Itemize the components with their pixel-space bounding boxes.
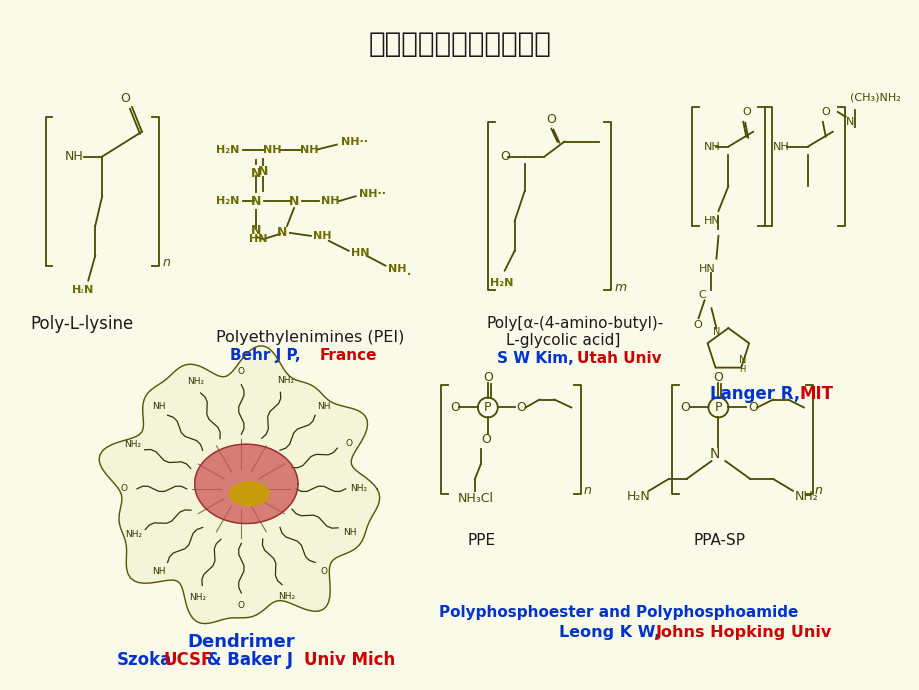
Text: NH: NH bbox=[152, 402, 165, 411]
Text: NH₂: NH₂ bbox=[277, 376, 293, 385]
Text: Utah Univ: Utah Univ bbox=[576, 351, 661, 366]
Text: NH₂: NH₂ bbox=[125, 530, 142, 539]
Text: (CH₃)NH₂: (CH₃)NH₂ bbox=[849, 92, 900, 102]
Text: & Baker J: & Baker J bbox=[206, 651, 292, 669]
Text: N: N bbox=[251, 195, 261, 208]
Text: NH: NH bbox=[64, 150, 83, 163]
Text: O: O bbox=[120, 92, 130, 104]
Text: NH: NH bbox=[388, 264, 406, 274]
Polygon shape bbox=[99, 346, 380, 624]
Text: Leong K W,: Leong K W, bbox=[559, 624, 660, 640]
Text: HN: HN bbox=[350, 248, 369, 258]
Text: ₂: ₂ bbox=[79, 286, 83, 295]
Text: PPA-SP: PPA-SP bbox=[693, 533, 744, 549]
Text: NH: NH bbox=[263, 145, 281, 155]
Text: O: O bbox=[821, 107, 829, 117]
Text: HN: HN bbox=[698, 264, 715, 274]
Text: O: O bbox=[499, 150, 509, 163]
Text: NH₂: NH₂ bbox=[794, 491, 818, 503]
Text: NH: NH bbox=[300, 145, 318, 155]
Text: O: O bbox=[713, 371, 722, 384]
Text: ·: · bbox=[406, 266, 412, 285]
Text: Behr J P,: Behr J P, bbox=[230, 348, 301, 363]
Text: H: H bbox=[738, 365, 744, 374]
Text: O: O bbox=[449, 401, 460, 414]
Text: O: O bbox=[482, 371, 493, 384]
Text: NH₂: NH₂ bbox=[124, 440, 141, 449]
Text: N: N bbox=[257, 165, 268, 178]
Text: C: C bbox=[698, 290, 706, 300]
Text: Langer R,: Langer R, bbox=[709, 385, 800, 403]
Text: HN: HN bbox=[703, 216, 720, 226]
Text: Polyphosphoester and Polyphosphoamide: Polyphosphoester and Polyphosphoamide bbox=[439, 605, 798, 620]
Text: O: O bbox=[693, 320, 701, 330]
Text: N: N bbox=[289, 195, 299, 208]
Text: NH: NH bbox=[343, 528, 357, 538]
Text: UCSF: UCSF bbox=[164, 651, 213, 669]
Text: Polyethylenimines (PEI): Polyethylenimines (PEI) bbox=[216, 330, 404, 345]
Text: NH₂: NH₂ bbox=[187, 377, 204, 386]
Text: NH: NH bbox=[772, 141, 789, 152]
Text: NH₂: NH₂ bbox=[349, 484, 367, 493]
Text: PPE: PPE bbox=[468, 533, 495, 549]
Text: N: N bbox=[845, 117, 853, 127]
Text: N: N bbox=[251, 167, 261, 180]
Text: NH: NH bbox=[317, 402, 331, 411]
Text: NH: NH bbox=[321, 196, 339, 206]
Text: O: O bbox=[120, 484, 128, 493]
Text: n: n bbox=[814, 484, 822, 497]
Polygon shape bbox=[195, 444, 298, 524]
Text: O: O bbox=[238, 367, 244, 376]
Text: N: N bbox=[251, 224, 261, 237]
Text: Dendrimer: Dendrimer bbox=[187, 633, 295, 651]
Text: Szoka: Szoka bbox=[117, 651, 172, 669]
Text: O: O bbox=[238, 602, 244, 611]
Text: Johns Hopking Univ: Johns Hopking Univ bbox=[655, 624, 831, 640]
Text: n: n bbox=[583, 484, 591, 497]
Text: H: H bbox=[73, 286, 82, 295]
Text: France: France bbox=[320, 348, 377, 363]
Text: NH₂: NH₂ bbox=[278, 592, 295, 601]
Text: O: O bbox=[516, 401, 526, 414]
Text: S W Kim,: S W Kim, bbox=[496, 351, 573, 366]
Text: N: N bbox=[738, 355, 745, 365]
Text: P: P bbox=[483, 401, 491, 414]
Text: n: n bbox=[163, 256, 171, 269]
Text: N: N bbox=[277, 226, 287, 239]
Text: O: O bbox=[680, 401, 690, 414]
Text: N: N bbox=[709, 447, 719, 461]
Text: MIT: MIT bbox=[799, 385, 833, 403]
Text: Univ Mich: Univ Mich bbox=[303, 651, 395, 669]
Text: 常用的聚阳离子基因载体: 常用的聚阳离子基因载体 bbox=[369, 30, 550, 59]
Text: O: O bbox=[546, 113, 556, 126]
Text: NH₂: NH₂ bbox=[188, 593, 206, 602]
Text: NH: NH bbox=[312, 231, 331, 241]
Text: NH··: NH·· bbox=[340, 137, 368, 147]
Text: NH: NH bbox=[152, 567, 165, 576]
Polygon shape bbox=[229, 482, 269, 506]
Text: O: O bbox=[321, 567, 327, 576]
Text: H₂N: H₂N bbox=[216, 145, 240, 155]
Text: O: O bbox=[346, 439, 352, 448]
Text: H₂N: H₂N bbox=[216, 196, 240, 206]
Text: H₂N: H₂N bbox=[489, 279, 513, 288]
Text: NH··: NH·· bbox=[358, 189, 385, 199]
Text: N: N bbox=[712, 327, 720, 337]
Text: H₂N: H₂N bbox=[627, 491, 650, 503]
Text: O: O bbox=[481, 433, 490, 446]
Text: Poly-L-lysine: Poly-L-lysine bbox=[30, 315, 133, 333]
Text: m: m bbox=[613, 281, 626, 294]
Text: NH: NH bbox=[703, 141, 720, 152]
Text: L-glycolic acid]: L-glycolic acid] bbox=[505, 333, 619, 348]
Text: P: P bbox=[714, 401, 721, 414]
Text: Poly[α-(4-amino-butyl)-: Poly[α-(4-amino-butyl)- bbox=[486, 316, 664, 331]
Text: O: O bbox=[747, 401, 757, 414]
Text: NH₃Cl: NH₃Cl bbox=[458, 492, 494, 505]
Text: O: O bbox=[741, 107, 750, 117]
Text: HN: HN bbox=[249, 234, 267, 244]
Text: N: N bbox=[85, 286, 94, 295]
